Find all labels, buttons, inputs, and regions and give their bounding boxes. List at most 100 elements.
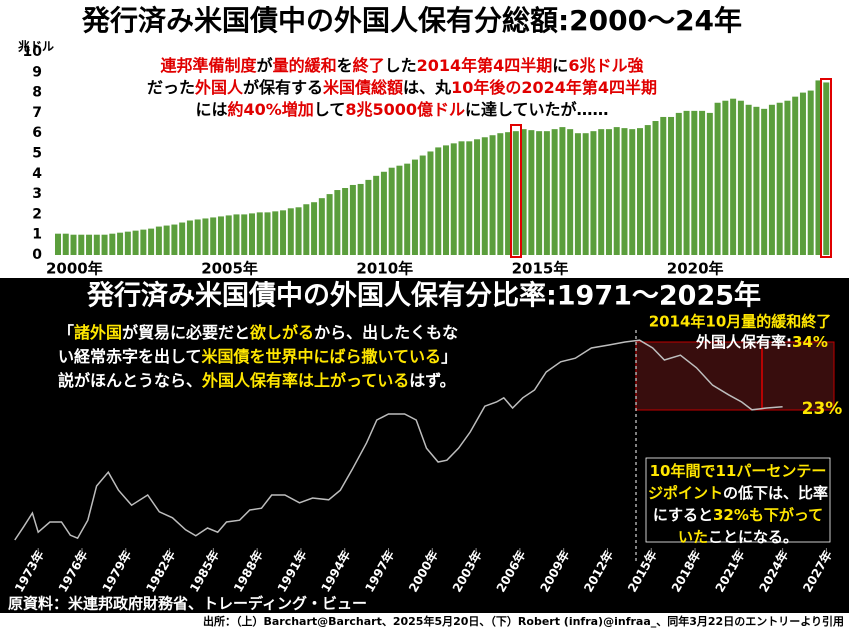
bar [668, 116, 675, 256]
bar [823, 82, 830, 255]
bar [272, 211, 279, 255]
text-segment: に [552, 56, 568, 75]
bar [481, 137, 488, 255]
bar [396, 165, 403, 255]
bar [93, 234, 100, 255]
bar [652, 121, 659, 256]
text-segment: が保有する [243, 78, 323, 97]
text-segment: だった [147, 78, 195, 97]
bar [194, 219, 201, 255]
y-tick-label: 9 [32, 64, 42, 80]
conclusion-line: にすると32%も下がって [653, 506, 823, 524]
text-segment: した [385, 56, 417, 75]
text-segment: が [257, 56, 273, 75]
text-segment: 終了 [353, 56, 385, 75]
text-segment: して [314, 100, 346, 119]
bar [241, 214, 248, 255]
bar [458, 141, 465, 255]
y-tick-label: 5 [32, 146, 42, 162]
text-segment: 外国人 [194, 78, 244, 97]
y-tick-label: 2 [32, 206, 42, 222]
y-tick-label: 10 [23, 44, 43, 60]
bar [551, 129, 558, 255]
text-segment: を [337, 56, 353, 75]
bar [520, 129, 527, 255]
conclusion-line: ジポイントの低下は、比率 [648, 484, 828, 502]
bar [730, 98, 737, 255]
text-segment: 欲しがる [249, 323, 314, 342]
bar [776, 102, 783, 255]
bar [745, 104, 752, 255]
bar [497, 133, 504, 255]
y-axis-label: 兆ドル [18, 39, 54, 54]
bar [450, 143, 457, 255]
annotation-line: だった外国人が保有する米国債総額は、丸10年後の2024年第4四半期 [147, 78, 657, 97]
bar [249, 213, 255, 255]
highlight-box [510, 124, 522, 258]
y-tick-label: 0 [32, 247, 42, 263]
bar [598, 129, 605, 255]
bar [815, 80, 822, 255]
y-tick-label: 3 [32, 186, 42, 202]
bar [62, 233, 69, 255]
text-segment: 米国債総額 [323, 78, 403, 97]
quote-box [48, 318, 516, 394]
label-bg [652, 312, 828, 332]
qe-end-label: 2014年10月量的緩和終了 [649, 313, 832, 331]
bar [737, 100, 744, 255]
chart-group: 0 1 2 3 4 5 6 7 8 9 10 2000年 2005年 2010年 2015年 2020年 連邦準… [23, 44, 830, 278]
bar [295, 207, 302, 255]
bar [55, 233, 61, 255]
bar [373, 175, 380, 255]
text-segment: には [195, 100, 227, 119]
text-segment: 10年後の2024年第4四半期 [451, 78, 657, 97]
bar [186, 220, 193, 255]
text-segment: 外国人保有率: [695, 333, 792, 351]
text-segment: 2014年第4四半期 [417, 56, 553, 75]
text-segment: 説がほんとうなら、 [58, 371, 202, 390]
text-segment: の低下は、比率 [723, 484, 828, 502]
x-tick-label: 2005年 [201, 260, 258, 278]
chart-title: 発行済み米国債中の外国人保有分比率:1971～2025年 [86, 280, 761, 312]
quote-line: 「諸外国が貿易に必要だと欲しがるから、出したくもな [58, 323, 458, 342]
text-segment: 6兆ドル強 [568, 56, 643, 75]
bar [155, 226, 162, 255]
bar [512, 131, 519, 255]
bar [644, 125, 651, 255]
text-segment: 約40%増加 [227, 100, 313, 119]
y-tick-label: 1 [32, 227, 42, 243]
rate-label: 外国人保有率:34% [695, 333, 828, 351]
bar [287, 208, 294, 255]
bar [528, 130, 535, 255]
x-tick-label: 2015年 [512, 260, 569, 278]
y-tick-label: 8 [32, 85, 42, 101]
bar [675, 112, 682, 256]
text-segment: ジポイント [648, 484, 723, 502]
bar [683, 110, 690, 256]
bar [629, 129, 636, 255]
y-tick-label: 7 [32, 105, 42, 121]
bar [225, 215, 232, 255]
bar [761, 108, 768, 255]
text-segment: は、丸 [403, 78, 452, 97]
bar [280, 210, 287, 255]
quote-line: 説がほんとうなら、外国人保有率は上がっているはず。 [58, 371, 456, 390]
bar [567, 129, 574, 255]
bar [148, 228, 155, 255]
bar [574, 133, 581, 255]
bar [256, 212, 263, 255]
x-tick-label: 2000年 [46, 260, 103, 278]
text-segment: 32%も下がって [713, 506, 823, 524]
bar [474, 139, 481, 255]
bar [660, 116, 667, 256]
bar [109, 233, 116, 255]
text-segment: 10年間で11パーセンテー [650, 462, 827, 480]
data-line [14, 339, 783, 541]
text-segment: 諸外国 [74, 323, 122, 342]
bar [132, 230, 139, 255]
bar [582, 133, 589, 255]
bar [163, 225, 170, 255]
text-segment: 」 [441, 347, 457, 366]
bar [342, 188, 349, 255]
